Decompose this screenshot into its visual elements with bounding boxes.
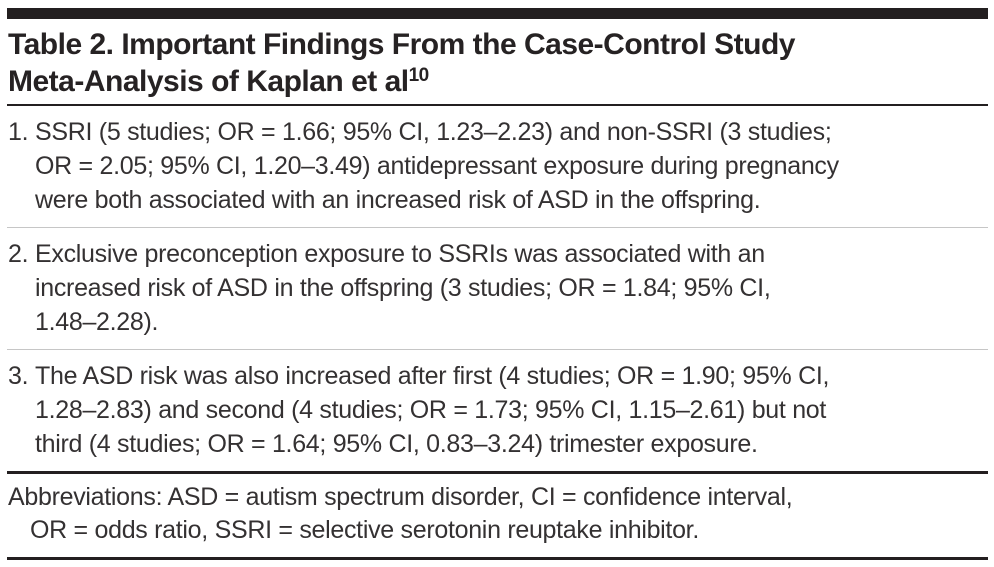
table-title-line-2: Meta-Analysis of Kaplan et al10: [8, 63, 988, 100]
table-title-line-1: Table 2. Important Findings From the Cas…: [8, 28, 795, 61]
finding-1-text: SSRI (5 studies; OR = 1.66; 95% CI, 1.23…: [35, 115, 839, 217]
table-title-line-2-text: Meta-Analysis of Kaplan et al: [8, 65, 409, 98]
finding-2-number: 2.: [8, 240, 29, 268]
finding-2-line-1: Exclusive preconception exposure to SSRI…: [35, 240, 765, 268]
finding-2-text: Exclusive preconception exposure to SSRI…: [35, 237, 771, 339]
finding-3-line-3: third (4 studies; OR = 1.64; 95% CI, 0.8…: [35, 430, 758, 458]
finding-3-line-2: 1.28–2.83) and second (4 studies; OR = 1…: [35, 396, 827, 424]
reference-superscript: 10: [408, 65, 430, 86]
finding-item-1: 1. SSRI (5 studies; OR = 1.66; 95% CI, 1…: [7, 106, 988, 227]
table-title: Table 2. Important Findings From the Cas…: [7, 26, 988, 104]
finding-item-2: 2. Exclusive preconception exposure to S…: [7, 228, 988, 349]
finding-3-text: The ASD risk was also increased after fi…: [35, 359, 829, 461]
footer-rule: [7, 471, 988, 474]
abbreviations-line-2: OR = odds ratio, SSRI = selective seroto…: [30, 516, 699, 544]
table-bottom-border: [7, 557, 988, 560]
finding-1-number: 1.: [8, 118, 29, 146]
finding-2-line-3: 1.48–2.28).: [35, 308, 159, 336]
finding-1-line-1: SSRI (5 studies; OR = 1.66; 95% CI, 1.23…: [35, 118, 832, 146]
finding-item-3: 3. The ASD risk was also increased after…: [7, 350, 988, 471]
finding-separator-2: [7, 349, 988, 350]
finding-separator-1: [7, 227, 988, 228]
finding-2-line-2: increased risk of ASD in the offspring (…: [35, 274, 771, 302]
table-top-border: [7, 8, 988, 19]
finding-1-line-2: OR = 2.05; 95% CI, 1.20–3.49) antidepres…: [35, 152, 839, 180]
abbreviations-note: Abbreviations: ASD = autism spectrum dis…: [7, 474, 988, 557]
abbreviations-line-1: Abbreviations: ASD = autism spectrum dis…: [8, 483, 793, 511]
finding-1-line-3: were both associated with an increased r…: [35, 186, 761, 214]
finding-3-number: 3.: [8, 362, 29, 390]
finding-3-line-1: The ASD risk was also increased after fi…: [35, 362, 830, 390]
title-rule: [7, 104, 988, 106]
